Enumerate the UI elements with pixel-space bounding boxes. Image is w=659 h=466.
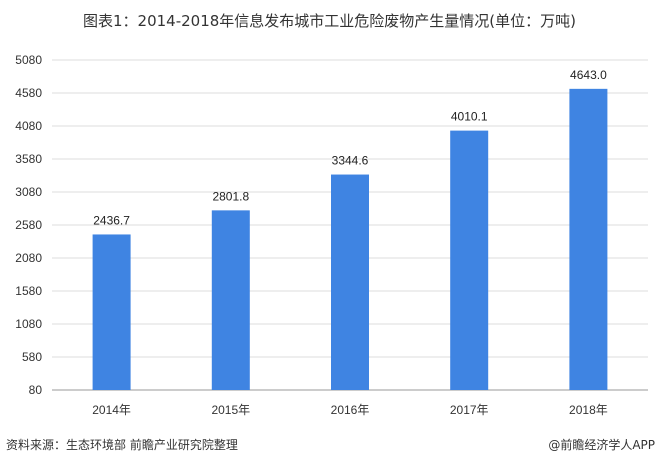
- data-label: 2801.8: [212, 189, 249, 203]
- bar: [450, 130, 489, 390]
- data-label: 3344.6: [332, 154, 369, 168]
- y-tick-label: 2580: [15, 218, 42, 232]
- y-tick-label: 4580: [15, 86, 42, 100]
- x-tick-label: 2014年: [92, 403, 131, 417]
- y-tick-label: 80: [29, 383, 43, 397]
- x-tick-label: 2018年: [569, 403, 608, 417]
- y-tick-label: 3080: [15, 185, 42, 199]
- y-tick-label: 2080: [15, 251, 42, 265]
- data-label: 2436.7: [93, 213, 130, 227]
- source-note: 资料来源：生态环境部 前瞻产业研究院整理: [6, 438, 238, 452]
- bar: [211, 210, 250, 390]
- x-tick-label: 2016年: [331, 403, 370, 417]
- credit-note: @前瞻经济学人APP: [548, 438, 655, 452]
- x-tick-label: 2015年: [211, 403, 250, 417]
- y-tick-label: 580: [22, 350, 42, 364]
- y-tick-label: 1080: [15, 317, 42, 331]
- y-tick-label: 1580: [15, 284, 42, 298]
- data-label: 4643.0: [570, 68, 607, 82]
- bar: [331, 174, 369, 390]
- data-label: 4010.1: [451, 110, 488, 124]
- x-tick-label: 2017年: [450, 403, 489, 417]
- chart-title: 图表1：2014-2018年信息发布城市工业危险废物产生量情况(单位：万吨): [82, 12, 576, 30]
- y-tick-label: 4080: [15, 119, 42, 133]
- bar: [569, 88, 608, 390]
- bar: [92, 234, 131, 390]
- y-tick-label: 5080: [15, 53, 42, 67]
- y-tick-label: 3580: [15, 152, 42, 166]
